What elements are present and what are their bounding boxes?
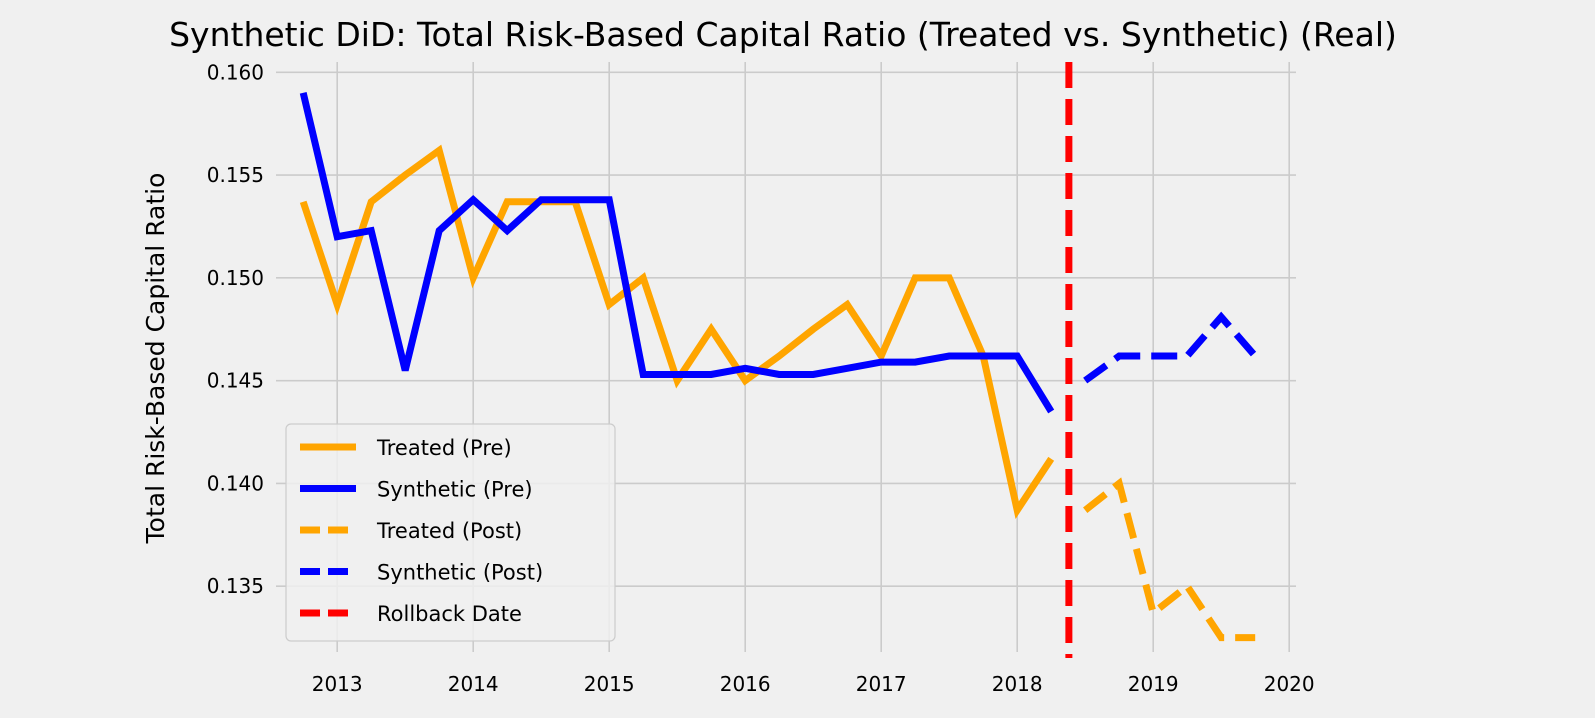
series-line-treated-pre bbox=[299, 144, 1055, 520]
chart-title: Synthetic DiD: Total Risk-Based Capital … bbox=[169, 15, 1397, 54]
y-tick-label: 0.150 bbox=[207, 266, 264, 290]
series-line-treated-post bbox=[1083, 477, 1256, 642]
x-tick-label: 2018 bbox=[992, 672, 1043, 696]
legend-label-rollback-date: Rollback Date bbox=[377, 602, 522, 626]
y-tick-label: 0.135 bbox=[207, 574, 264, 598]
series-lines bbox=[299, 62, 1258, 658]
series-line-synthetic-post bbox=[1083, 311, 1258, 384]
legend-box bbox=[285, 423, 616, 642]
legend-label-synthetic-pre: Synthetic (Pre) bbox=[377, 478, 533, 502]
y-axis-label: Total Risk-Based Capital Ratio bbox=[141, 173, 170, 545]
x-tick-label: 2016 bbox=[720, 672, 771, 696]
x-tick-label: 2020 bbox=[1264, 672, 1315, 696]
y-tick-label: 0.145 bbox=[207, 369, 264, 393]
x-tick-label: 2019 bbox=[1128, 672, 1179, 696]
x-tick-label: 2013 bbox=[312, 672, 363, 696]
x-tick-label: 2014 bbox=[448, 672, 499, 696]
y-tick-label: 0.140 bbox=[207, 471, 264, 495]
legend-label-treated-post: Treated (Post) bbox=[376, 519, 522, 543]
tick-labels: 2013 2014 2015 2016 2017 2018 2019 2020 0.135 0.1… bbox=[207, 60, 1315, 696]
y-tick-label: 0.160 bbox=[207, 60, 264, 84]
legend-label-treated-pre: Treated (Pre) bbox=[376, 436, 512, 460]
legend: Treated (Pre) Synthetic (Pre) Treated (Pos… bbox=[285, 423, 616, 642]
series-line-synthetic-pre bbox=[299, 91, 1055, 414]
x-tick-label: 2017 bbox=[856, 672, 907, 696]
y-tick-label: 0.155 bbox=[207, 163, 264, 187]
x-tick-label: 2015 bbox=[584, 672, 635, 696]
legend-label-synthetic-post: Synthetic (Post) bbox=[377, 561, 543, 585]
